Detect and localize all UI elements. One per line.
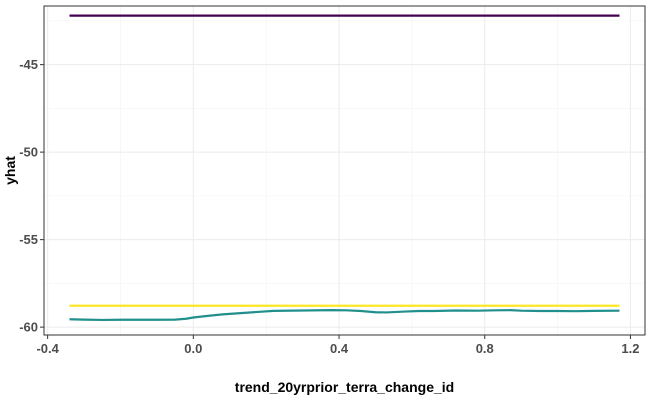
y-tick-label: -60 [19, 320, 38, 335]
x-tick-label: 1.2 [621, 341, 639, 356]
series-line-2 [69, 309, 620, 322]
x-tick-label: -0.4 [36, 341, 59, 356]
y-tick-label: -45 [19, 57, 38, 72]
y-axis: -60 -55 -50 -45 [19, 57, 44, 335]
y-tick-label: -55 [19, 232, 38, 247]
grid-minor [44, 6, 645, 335]
grid-major [44, 6, 645, 335]
panel-border [43, 5, 646, 336]
series-group [69, 14, 620, 322]
panel-background [44, 6, 645, 335]
x-tick-label: 0.4 [330, 341, 349, 356]
x-axis-title: trend_20yrprior_terra_change_id [235, 379, 454, 395]
y-tick-label: -50 [19, 145, 38, 160]
x-tick-label: 0.8 [476, 341, 494, 356]
y-axis-title: yhat [2, 156, 18, 185]
x-tick-label: 0.0 [184, 341, 202, 356]
x-axis: -0.4 0.0 0.4 0.8 1.2 [36, 335, 639, 356]
